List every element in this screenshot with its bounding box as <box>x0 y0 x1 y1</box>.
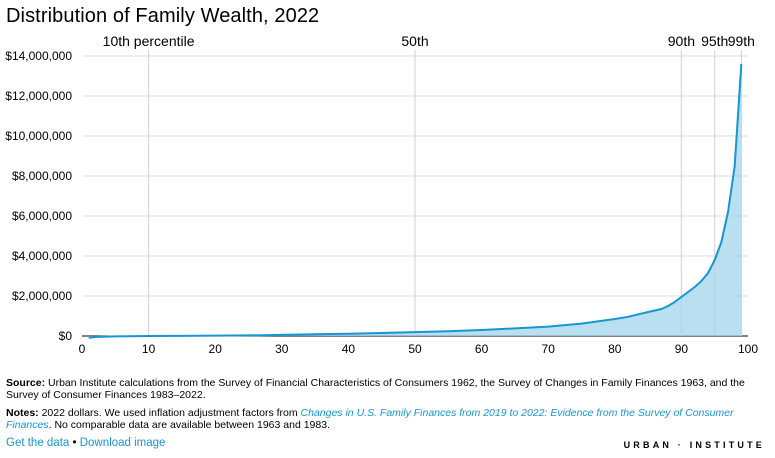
notes-label: Notes: <box>6 407 39 419</box>
notes: Notes: 2022 dollars. We used inflation a… <box>6 407 766 431</box>
x-tick-label: 60 <box>475 342 489 356</box>
footer-links: Get the data • Download image <box>6 437 165 449</box>
x-tick-label: 80 <box>608 342 622 356</box>
percentile-label: 95th <box>701 33 728 49</box>
notes-report-link[interactable]: Changes in U.S. Family Finances from 201… <box>6 407 734 431</box>
wealth-area <box>88 64 742 338</box>
x-tick-label: 20 <box>209 342 223 356</box>
x-axis-ticks: 0 10 20 30 40 50 60 70 80 90 100 <box>79 342 759 356</box>
notes-text-post: . No comparable data are available betwe… <box>48 419 330 431</box>
x-tick-label: 70 <box>542 342 556 356</box>
source-text: Urban Institute calculations from the Su… <box>6 377 745 401</box>
y-tick-label: $8,000,000 <box>12 169 72 183</box>
chart-title: Distribution of Family Wealth, 2022 <box>6 5 320 27</box>
y-tick-label: $6,000,000 <box>12 209 72 223</box>
notes-text-pre: 2022 dollars. We used inflation adjustme… <box>41 407 301 419</box>
download-image-link[interactable]: Download image <box>79 437 166 449</box>
percentile-label: 99th <box>728 33 755 49</box>
source-note: Source: Urban Institute calculations fro… <box>6 377 766 401</box>
x-tick-label: 50 <box>408 342 422 356</box>
urban-institute-logo: URBAN · INSTITUTE <box>623 440 765 450</box>
y-tick-label: $12,000,000 <box>5 89 72 103</box>
link-separator: • <box>72 437 77 449</box>
x-tick-label: 100 <box>738 342 758 356</box>
x-tick-label: 0 <box>79 342 86 356</box>
x-tick-label: 10 <box>142 342 156 356</box>
y-tick-label: $4,000,000 <box>12 249 72 263</box>
wealth-line <box>88 63 743 339</box>
y-tick-label: $2,000,000 <box>12 289 72 303</box>
percentile-label: 50th <box>401 33 428 49</box>
y-tick-label: $10,000,000 <box>5 129 72 143</box>
y-tick-label: $14,000,000 <box>5 49 72 63</box>
x-tick-label: 90 <box>675 342 689 356</box>
wealth-series <box>88 63 743 339</box>
source-label: Source: <box>6 377 46 389</box>
percentile-label: 10th percentile <box>103 33 195 49</box>
x-tick-label: 40 <box>342 342 356 356</box>
x-tick-label: 30 <box>275 342 289 356</box>
percentile-label: 90th <box>668 33 695 49</box>
percentile-reference-lines: 10th percentile 50th 90th 95th 99th <box>103 33 755 336</box>
y-axis-ticks: $0 $2,000,000 $4,000,000 $6,000,000 $8,000,0… <box>5 49 72 343</box>
y-tick-label: $0 <box>59 329 73 343</box>
get-data-link[interactable]: Get the data <box>6 437 70 449</box>
wealth-distribution-chart: 10th percentile 50th 90th 95th 99th $0 $2,000… <box>5 33 759 356</box>
